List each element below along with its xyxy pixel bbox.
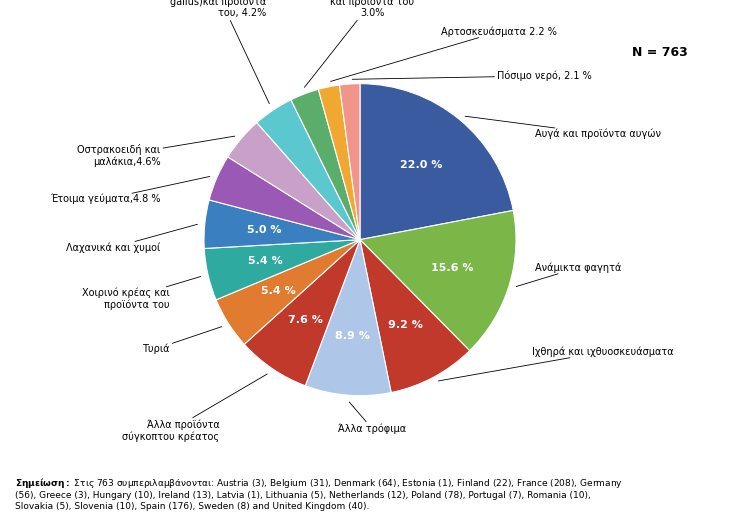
Text: Οστρακοειδή και
μαλάκια,4.6%: Οστρακοειδή και μαλάκια,4.6% — [77, 136, 235, 167]
Text: Ανάμικτα φαγητά: Ανάμικτα φαγητά — [516, 263, 621, 287]
Text: 9.2 %: 9.2 % — [388, 320, 423, 330]
Wedge shape — [360, 210, 516, 351]
Text: N = 763: N = 763 — [632, 46, 688, 58]
Wedge shape — [244, 240, 360, 386]
Wedge shape — [360, 84, 513, 240]
Wedge shape — [318, 85, 360, 240]
Text: Άλλα προϊόντα
σύγκοπτου κρέατος: Άλλα προϊόντα σύγκοπτου κρέατος — [122, 374, 267, 442]
Text: 5.0 %: 5.0 % — [247, 225, 281, 235]
Wedge shape — [204, 240, 360, 300]
Wedge shape — [228, 122, 360, 240]
Wedge shape — [340, 84, 360, 240]
Text: Χοιρινό κρέας και
προϊόντα του: Χοιρινό κρέας και προϊόντα του — [82, 277, 201, 311]
Text: Λαχανικά και χυμοί: Λαχανικά και χυμοί — [66, 224, 197, 253]
Text: Ιχθηρά και ιχθυοσκευάσματα: Ιχθηρά και ιχθυοσκευάσματα — [438, 347, 674, 381]
Text: 7.6 %: 7.6 % — [288, 315, 323, 325]
Text: 5.4 %: 5.4 % — [261, 287, 296, 296]
Text: Κρέας
πτηνών(Gallus
gallus)και προϊόντα
του, 4.2%: Κρέας πτηνών(Gallus gallus)και προϊόντα … — [170, 0, 269, 104]
Text: Αυγά και προϊόντα αυγών: Αυγά και προϊόντα αυγών — [465, 116, 661, 139]
Text: 15.6 %: 15.6 % — [431, 264, 473, 274]
Wedge shape — [209, 157, 360, 240]
Text: Έτοιμα γεύματα,4.8 %: Έτοιμα γεύματα,4.8 % — [50, 177, 210, 204]
Wedge shape — [216, 240, 360, 344]
Wedge shape — [360, 240, 470, 392]
Text: Κρέας βοοειδών
και προϊόντα του
3.0%: Κρέας βοοειδών και προϊόντα του 3.0% — [304, 0, 415, 88]
Text: $\bf{Σημείωση:}$ Στις 763 συμπεριλαμβάνονται: Austria (3), Belgium (31), Denmark: $\bf{Σημείωση:}$ Στις 763 συμπεριλαμβάνο… — [15, 476, 623, 511]
Wedge shape — [291, 89, 360, 240]
Text: 5.4 %: 5.4 % — [248, 256, 283, 266]
Text: Άλλα τρόφιμα: Άλλα τρόφιμα — [338, 402, 406, 434]
Text: Τυριά: Τυριά — [142, 327, 222, 354]
Wedge shape — [305, 240, 392, 395]
Wedge shape — [204, 200, 360, 249]
Text: 8.9 %: 8.9 % — [335, 331, 370, 341]
Text: Πόσιμο νερό, 2.1 %: Πόσιμο νερό, 2.1 % — [352, 71, 592, 81]
Text: 22.0 %: 22.0 % — [400, 160, 442, 170]
Wedge shape — [256, 100, 360, 240]
Text: Αρτοσκευάσματα 2.2 %: Αρτοσκευάσματα 2.2 % — [331, 27, 557, 81]
